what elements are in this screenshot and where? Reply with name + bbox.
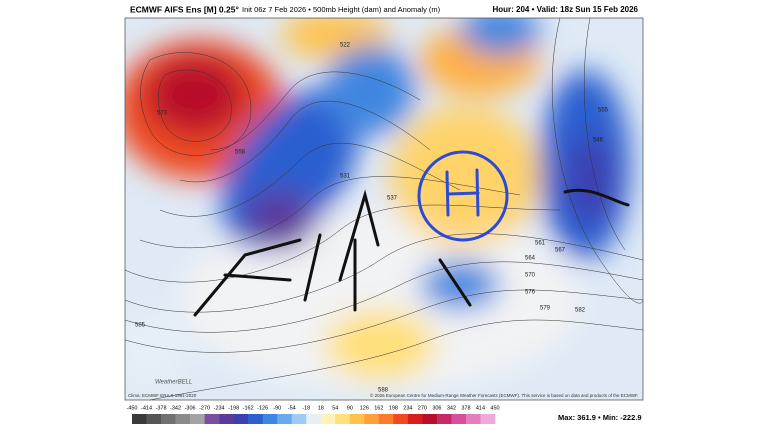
colorbar: -450 -414 -378 -342 -306 -270 -234 -198 -162 -126… <box>126 405 500 424</box>
colorbar-swatch <box>378 414 394 424</box>
contour-label: 570 <box>525 273 536 279</box>
colorbar-swatch <box>277 414 293 424</box>
contour-label: 555 <box>598 108 609 114</box>
colorbar-swatch <box>465 414 481 424</box>
colorbar-swatch <box>320 414 336 424</box>
colorbar-swatch <box>364 414 380 424</box>
stats: Max: 361.9 • Min: -222.9 <box>558 413 642 422</box>
colorbar-tick-label: -18 <box>302 405 310 411</box>
title: ECMWF AIFS Ens [M] 0.25° <box>130 4 239 14</box>
colorbar-tick-label: -234 <box>214 405 225 411</box>
colorbar-swatch <box>190 414 205 424</box>
map: 573 522 558 531 537 561 564 567 570 576 579 582 585 5… <box>125 18 643 400</box>
colorbar-swatch <box>480 414 496 424</box>
colorbar-swatch <box>248 414 263 424</box>
colorbar-tick-label: 90 <box>347 405 353 411</box>
colorbar-tick-label: 54 <box>332 405 338 411</box>
colorbar-swatch <box>291 414 307 424</box>
colorbar-tick-label: -90 <box>273 405 281 411</box>
colorbar-tick-label: -306 <box>185 405 196 411</box>
colorbar-tick-label: -270 <box>199 405 210 411</box>
subtitle: Init 06z 7 Feb 2026 • 500mb Height (dam)… <box>242 5 441 14</box>
colorbar-tick-label: -54 <box>288 405 296 411</box>
copyright: © 2026 European Centre for Medium-Range … <box>370 392 639 398</box>
colorbar-swatch <box>335 414 351 424</box>
colorbar-tick-label: 270 <box>418 405 427 411</box>
colorbar-swatch <box>233 414 249 424</box>
clima: Clima: ECMWF ERA-5 1991-2020 <box>128 393 197 398</box>
colorbar-tick-label: 342 <box>447 405 456 411</box>
colorbar-tick-label: -450 <box>126 405 137 411</box>
colorbar-tick-label: 198 <box>389 405 398 411</box>
colorbar-tick-label: 414 <box>476 405 485 411</box>
colorbar-swatch <box>407 414 423 424</box>
colorbar-tick-label: -342 <box>170 405 181 411</box>
contour-label: 537 <box>387 196 398 202</box>
colorbar-tick-label: 378 <box>461 405 470 411</box>
map-frame <box>124 17 644 401</box>
colorbar-tick-label: -126 <box>257 405 268 411</box>
colorbar-swatch <box>219 414 234 424</box>
colorbar-tick-label: 162 <box>374 405 383 411</box>
colorbar-tick-label: -378 <box>156 405 167 411</box>
contour-label: 522 <box>340 43 351 49</box>
colorbar-swatch <box>262 414 278 424</box>
contour-label: 576 <box>525 290 536 296</box>
valid-time: Hour: 204 • Valid: 18z Sun 15 Feb 2026 <box>492 5 638 14</box>
colorbar-tick-label: 450 <box>490 405 499 411</box>
colorbar-tick-label: 126 <box>360 405 369 411</box>
colorbar-swatch <box>422 414 438 424</box>
colorbar-swatch <box>393 414 409 424</box>
colorbar-tick-label: -198 <box>228 405 239 411</box>
colorbar-swatch <box>451 414 467 424</box>
contour-label: 546 <box>593 138 604 144</box>
contour-label: 588 <box>378 388 389 394</box>
colorbar-tick-label: 18 <box>318 405 324 411</box>
contour-label: 531 <box>340 174 351 180</box>
colorbar-swatch <box>349 414 365 424</box>
contour-label: 579 <box>540 306 551 312</box>
colorbar-swatch <box>306 414 322 424</box>
contour-label: 558 <box>235 150 246 156</box>
contour-label: 561 <box>535 241 546 247</box>
contour-label: 564 <box>525 256 536 262</box>
colorbar-tick-label: 306 <box>432 405 441 411</box>
contour-label: 567 <box>555 248 566 254</box>
contour-label: 585 <box>135 323 146 329</box>
contour-label: 582 <box>575 308 586 314</box>
colorbar-swatch <box>204 414 220 424</box>
colorbar-swatch <box>175 414 191 424</box>
contour-label: 573 <box>157 111 168 117</box>
colorbar-swatch <box>132 414 147 424</box>
colorbar-swatch <box>146 414 162 424</box>
colorbar-tick-label: -162 <box>243 405 254 411</box>
colorbar-tick-label: 234 <box>403 405 412 411</box>
logo: WeatherBELL <box>155 380 192 386</box>
colorbar-tick-label: -414 <box>141 405 152 411</box>
colorbar-swatch <box>436 414 452 424</box>
colorbar-swatch <box>161 414 176 424</box>
